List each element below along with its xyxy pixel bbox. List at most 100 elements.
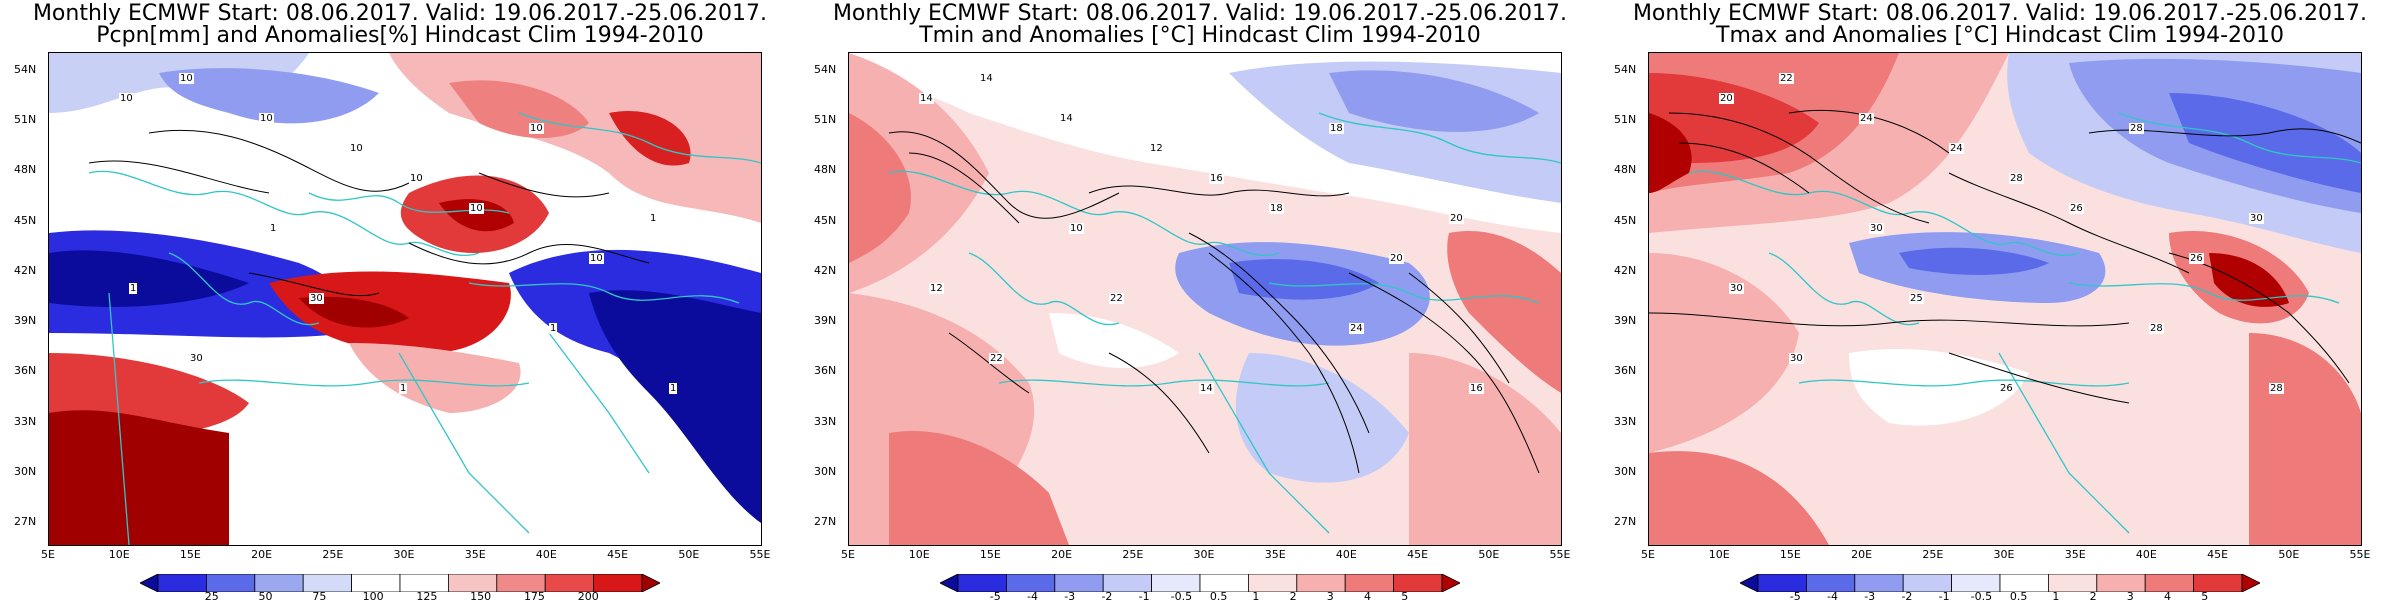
latitude-label: 51N [1614,113,1637,127]
longitude-label: 20E [1851,548,1873,561]
contour-label: 1 [129,283,138,294]
contour-label: 10 [119,93,134,104]
latitude-label: 42N [14,263,37,277]
contour-label: 12 [1149,143,1164,154]
contour-label: 26 [2069,203,2084,214]
contour-label: 28 [2269,383,2284,394]
latitude-label: 33N [1614,414,1637,428]
longitude-label: 5E [841,548,855,561]
colorbar-label: 100 [362,590,384,603]
contour-label: 10 [349,143,364,154]
contour-label: 10 [469,203,484,214]
contour-label: 14 [919,93,934,104]
colorbar-label: -4 [1826,590,1838,603]
panel-title-line2: Pcpn[mm] and Anomalies[%] Hindcast Clim … [96,23,704,48]
contour-label: 22 [1109,293,1124,304]
colorbar-label: -0.5 [1170,590,1193,603]
contour-label: 1 [549,323,558,334]
latitude-label: 48N [14,163,37,177]
latitude-label: 45N [14,213,37,227]
latitude-label: 27N [1614,515,1637,528]
colorbar-label: 5 [2201,590,2209,603]
colorbar-segment [2241,574,2260,592]
latitude-label: 27N [814,515,837,528]
longitude-label: 5E [1641,548,1655,561]
precipitation-map: 10 10 10 10 10 10 10 10 30 30 1 1 1 1 1 1 [48,52,762,546]
colorbar-label: -5 [989,590,1001,603]
colorbar-label: 2 [2089,590,2097,603]
longitude-label: 25E [1922,548,1944,561]
tmax-map: 20 22 24 24 28 26 28 26 25 30 28 30 28 30 30 26 [1648,52,2362,546]
longitude-label: 45E [607,548,629,561]
latitude-label: 48N [814,163,837,177]
latitude-label: 39N [1614,314,1637,328]
latitude-label: 39N [14,314,37,328]
longitude-label: 55E [2349,548,2371,561]
latitude-label: 54N [14,63,37,76]
panel-title-line1: Monthly ECMWF Start: 08.06.2017. Valid: … [32,1,768,26]
contour-label: 28 [2149,323,2164,334]
contour-label: 16 [1469,383,1484,394]
longitude-label: 10E [1708,548,1730,561]
contour-label: 20 [1389,253,1404,264]
longitude-label: 10E [108,548,130,561]
colorbar-label: 0.5 [1209,590,1228,603]
latitude-label: 33N [814,414,837,428]
contour-label: 28 [2009,173,2024,184]
latitude-label: 42N [1614,263,1637,277]
latitude-label: 30N [1614,464,1637,478]
contour-label: 30 [189,353,204,364]
contour-label: 10 [179,73,194,84]
latitude-label: 51N [14,113,37,127]
contour-label: 22 [989,353,1004,364]
longitude-label: 15E [979,548,1001,561]
contour-label: 1 [399,383,408,394]
longitude-label: 15E [1779,548,1801,561]
colorbar-segment [940,574,959,592]
longitude-label: 45E [1407,548,1429,561]
contour-label: 30 [2249,213,2264,224]
latitude-label: 36N [814,364,837,378]
panel-precipitation: Monthly ECMWF Start: 08.06.2017. Valid: … [0,0,800,603]
precipitation-field [49,53,761,545]
contour-label: 24 [1349,323,1364,334]
latitude-label: 54N [1614,63,1637,76]
colorbar-label: 200 [577,590,599,603]
contour-label: 25 [1909,293,1924,304]
tmax-field [1649,53,2361,545]
contour-label: 20 [1719,93,1734,104]
latitude-label: 45N [1614,213,1637,227]
colorbar-segment [157,574,207,592]
latitude-label: 45N [814,213,837,227]
contour-label: 20 [1449,213,1464,224]
contour-label: 12 [929,283,944,294]
panel-title-line2: Tmax and Anomalies [°C] Hindcast Clim 19… [1716,23,2284,48]
panel-title-line1: Monthly ECMWF Start: 08.06.2017. Valid: … [1632,1,2368,26]
colorbar-label: 25 [204,590,219,603]
colorbar-segment [1054,574,1104,592]
colorbar-label: 5 [1401,590,1409,603]
longitude-label: 40E [2135,548,2157,561]
contour-label: 30 [1869,223,1884,234]
colorbar-label: -0.5 [1970,590,1993,603]
colorbar [940,574,1460,592]
longitude-label: 35E [2064,548,2086,561]
longitude-label: 15E [179,548,201,561]
latitude-label: 51N [814,113,837,127]
colorbar-label: -5 [1789,590,1801,603]
contour-label: 10 [1069,223,1084,234]
contour-label: 26 [1999,383,2014,394]
latitude-label: 36N [14,364,37,378]
contour-label: 14 [1199,383,1214,394]
colorbar-label: 3 [1326,590,1334,603]
latitude-label: 39N [814,314,837,328]
colorbar-label: -3 [1064,590,1076,603]
longitude-label: 40E [1335,548,1357,561]
colorbar-label: -4 [1026,590,1038,603]
longitude-label: 50E [2278,548,2300,561]
colorbar-label: 125 [416,590,438,603]
contour-label: 24 [1859,113,1874,124]
colorbar-segment [2096,574,2146,592]
colorbar [1740,574,2260,592]
colorbar-label: 150 [470,590,492,603]
